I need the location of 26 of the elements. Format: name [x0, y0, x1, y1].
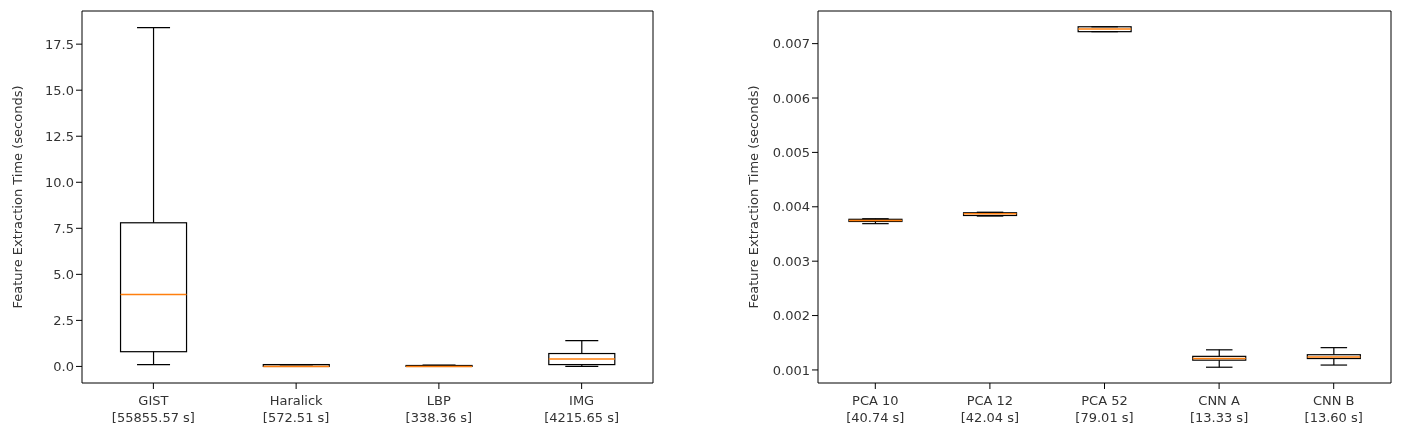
y-tick-label: 15.0 — [45, 82, 74, 98]
y-axis-title: Feature Extraction Time (seconds) — [9, 85, 25, 309]
y-tick-label: 0.001 — [772, 362, 810, 378]
y-axis-title: Feature Extraction Time (seconds) — [745, 85, 761, 309]
y-tick-label: 0.003 — [772, 253, 810, 269]
x-tick-label: IMG [4215.65 s] — [544, 393, 620, 425]
y-tick-label: 0.006 — [772, 90, 810, 106]
y-tick-label: 0.004 — [772, 199, 810, 215]
y-tick-label: 0.002 — [772, 308, 810, 324]
y-tick-label: 5.0 — [53, 266, 74, 282]
y-tick-label: 10.0 — [45, 174, 74, 190]
y-tick-label: 12.5 — [45, 128, 74, 144]
x-tick-label: CNN A [13.33 s] — [1189, 393, 1249, 425]
y-tick-label: 0.007 — [772, 36, 810, 52]
y-tick-label: 0.0 — [53, 359, 74, 375]
x-tick-label: CNN B [13.60 s] — [1304, 393, 1363, 425]
y-tick-label: 7.5 — [53, 220, 74, 236]
x-tick-label: GIST [55855.57 s] — [111, 393, 195, 425]
x-tick-label: Haralick [572.51 s] — [262, 393, 330, 425]
y-tick-label: 17.5 — [45, 36, 74, 52]
x-tick-label: PCA 10 [40.74 s] — [846, 393, 905, 425]
y-tick-label: 0.005 — [772, 145, 810, 161]
y-tick-label: 2.5 — [53, 313, 74, 328]
x-tick-label: PCA 52 [79.01 s] — [1075, 393, 1134, 425]
x-tick-label: LBP [338.36 s] — [405, 393, 473, 425]
x-tick-label: PCA 12 [42.04 s] — [960, 393, 1020, 425]
